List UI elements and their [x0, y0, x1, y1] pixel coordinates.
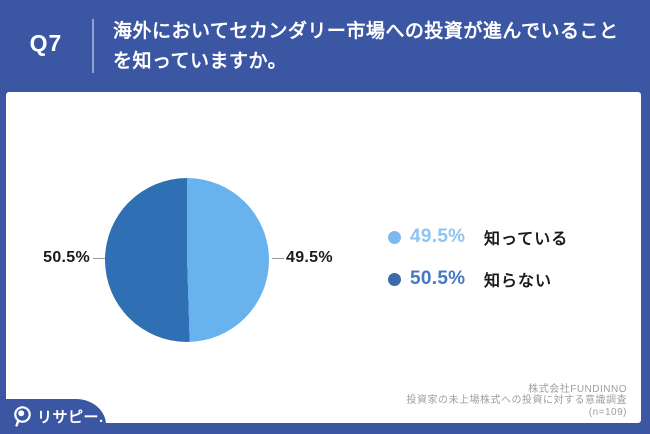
- question-text: 海外においてセカンダリー市場への投資が進んでいること を知っていますか。: [113, 17, 633, 77]
- callout-line-right: [272, 258, 284, 259]
- pie-chart: [105, 178, 269, 342]
- legend-percent: 49.5%: [410, 226, 466, 247]
- header: Q7 海外においてセカンダリー市場への投資が進んでいること を知っていますか。: [0, 0, 650, 92]
- pie-callout-left: 50.5%: [43, 249, 90, 266]
- risapee-logo-text: リサピー.: [37, 409, 104, 426]
- callout-line-left: [93, 258, 105, 259]
- pie-callout-right: 49.5%: [286, 249, 333, 266]
- legend-label: 知らない: [484, 273, 553, 290]
- legend-item-shitteiru: 49.5% 知っている: [388, 226, 568, 248]
- source-survey: 投資家の未上場株式への投資に対する意識調査: [406, 395, 627, 406]
- question-number: Q7: [29, 30, 63, 56]
- question-line-1: 海外においてセカンダリー市場への投資が進んでいること: [113, 21, 619, 42]
- legend-item-shiranai: 50.5% 知らない: [388, 268, 552, 290]
- header-divider: [92, 19, 94, 73]
- question-line-2: を知っていますか。: [113, 51, 288, 72]
- legend-percent: 50.5%: [410, 268, 466, 289]
- source-note: 株式会社FUNDINNO 投資家の未上場株式への投資に対する意識調査 (n=10…: [407, 384, 628, 419]
- legend-dot-icon: [388, 272, 401, 286]
- chart-card: 49.5% 50.5% 49.5% 知っている 50.5% 知らない 株式会社F…: [6, 92, 641, 423]
- risapee-logo: リサピー.: [0, 399, 106, 434]
- source-company: 株式会社FUNDINNO: [528, 383, 627, 395]
- legend-label: 知っている: [484, 231, 569, 248]
- legend-dot-icon: [388, 230, 401, 244]
- risapee-magnifier-icon: [14, 406, 31, 427]
- source-sample-size: (n=109): [588, 406, 627, 418]
